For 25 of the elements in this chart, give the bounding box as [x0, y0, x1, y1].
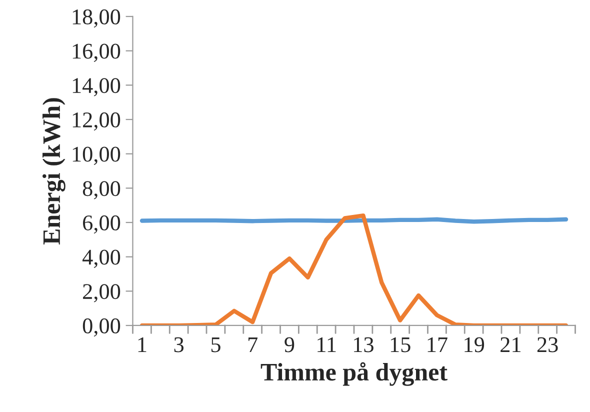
y-tick-label: 0,00 [82, 318, 120, 337]
x-tick-label: 3 [174, 337, 184, 352]
x-tick-label: 9 [284, 337, 294, 352]
line-series [140, 214, 568, 326]
y-tick-label: 18,00 [72, 9, 120, 28]
y-tick-label: 16,00 [72, 44, 120, 62]
x-tick-label: 1 [138, 337, 146, 352]
x-tick-label: 7 [248, 337, 258, 352]
x-tick-label: 11 [318, 337, 336, 352]
y-tick-label: 8,00 [82, 181, 120, 200]
y-tick-label: 4,00 [82, 250, 120, 268]
x-tick-label: 19 [464, 337, 484, 352]
y-tick-label: 14,00 [72, 78, 120, 96]
x-tick-label: 5 [211, 337, 220, 352]
x-tick-label: 13 [354, 337, 374, 352]
x-tick-label: 23 [537, 337, 558, 352]
x-tick-label: 17 [428, 337, 448, 352]
x-axis-title: Timme på dygnet [260, 362, 448, 386]
x-tick-label: 15 [390, 337, 410, 352]
y-tick-label: 6,00 [83, 215, 120, 234]
y-tick-label: 2,00 [83, 284, 120, 302]
y-axis-title: Energi (kWh) [42, 98, 66, 245]
y-tick-label: 10,00 [72, 146, 120, 165]
y-tick-label: 12,00 [72, 112, 120, 131]
x-tick-label: 21 [500, 337, 520, 352]
